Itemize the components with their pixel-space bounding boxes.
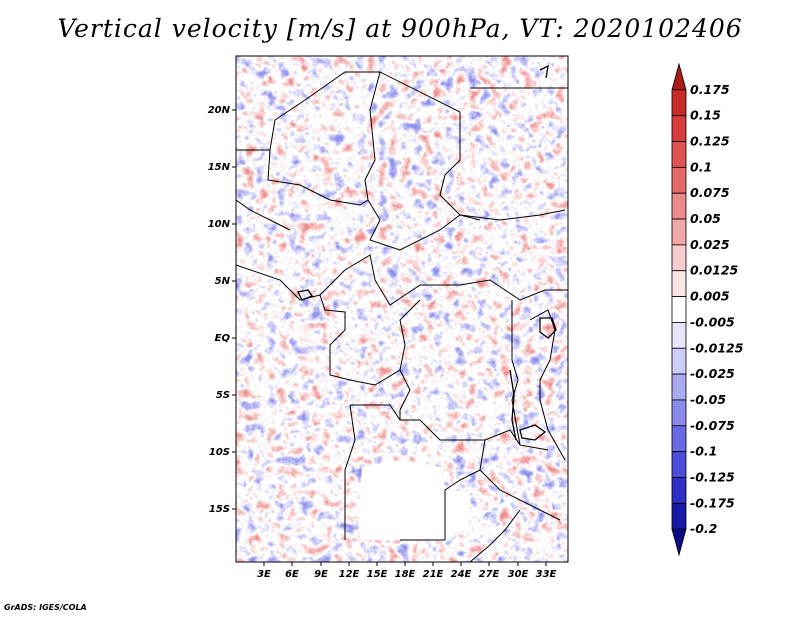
lat-label: 10S (209, 447, 230, 458)
colorbar-label: -0.2 (690, 521, 717, 536)
colorbar-label: 0.005 (690, 289, 730, 304)
colorbar-swatch (671, 270, 687, 297)
colorbar-swatch (671, 451, 687, 478)
lat-label: 10N (208, 219, 231, 230)
colorbar-label: 0.1 (690, 159, 712, 174)
colorbar-swatch (671, 244, 687, 272)
lon-label: 15E (367, 569, 388, 580)
colorbar-swatch (671, 62, 687, 91)
lat-label: 5N (215, 276, 231, 287)
lat-label: EQ (215, 333, 231, 344)
lon-label: 3E (257, 569, 271, 580)
lon-label: 21E (423, 569, 444, 580)
lon-label: 9E (314, 569, 328, 580)
colorbar-swatch (671, 166, 687, 194)
lon-label: 30E (508, 569, 529, 580)
colorbar-swatch (671, 373, 687, 401)
colorbar-swatch (671, 322, 687, 349)
longitude-ticks (263, 562, 547, 566)
lat-label: 15N (208, 162, 231, 173)
lon-label: 33E (536, 569, 557, 580)
colorbar-label: 0.175 (690, 82, 730, 97)
lon-label: 12E (339, 569, 360, 580)
lon-label: 6E (285, 569, 299, 580)
colorbar-label: 0.15 (690, 108, 721, 123)
colorbar-label: -0.075 (690, 418, 735, 433)
colorbar-swatch (671, 296, 687, 323)
colorbar-label: 0.025 (690, 237, 730, 252)
lat-label: 15S (209, 504, 230, 515)
lat-label: 5S (216, 390, 230, 401)
colorbar-label: -0.025 (690, 366, 735, 381)
no-data-region (358, 460, 470, 540)
colorbar-label: 0.05 (690, 211, 721, 226)
country-borders (236, 71, 568, 562)
colorbar-swatch (671, 477, 687, 504)
latitude-ticks (232, 109, 236, 510)
velocity-field (236, 56, 568, 562)
colorbar-swatch (671, 399, 687, 427)
colorbar-label: -0.175 (690, 495, 735, 510)
colorbar-label: -0.125 (690, 469, 735, 484)
colorbar: 0.175 0.15 0.125 0.1 0.075 0.05 0.025 0.0125 0.0… (671, 62, 744, 557)
lakes-and-coasts (297, 64, 557, 441)
latitude-labels: 20N 15N 10N 5N EQ 5S 10S 15S (208, 105, 231, 515)
colorbar-swatch (671, 141, 687, 168)
colorbar-label: 0.075 (690, 185, 730, 200)
longitude-labels: 3E 6E 9E 12E 15E 18E 21E 24E 27E 30E 33E (257, 569, 556, 580)
colorbar-label: -0.005 (690, 314, 735, 329)
map-title: Vertical velocity [m/s] at 900hPa, VT: 2… (57, 14, 743, 43)
colorbar-label: -0.0125 (690, 340, 744, 355)
colorbar-swatch (671, 425, 687, 453)
colorbar-label: 0.0125 (690, 263, 739, 278)
colorbar-swatch (671, 528, 687, 557)
colorbar-label: -0.05 (690, 392, 726, 407)
colorbar-swatch (671, 347, 687, 375)
lon-label: 18E (395, 569, 416, 580)
lon-label: 27E (479, 569, 500, 580)
colorbar-swatch (671, 192, 687, 220)
map-frame (235, 55, 569, 563)
colorbar-label: 0.125 (690, 134, 730, 149)
colorbar-swatch (671, 218, 687, 246)
colorbar-swatch (671, 89, 687, 117)
colorbar-swatch (671, 502, 687, 530)
lon-label: 24E (451, 569, 472, 580)
colorbar-label: -0.1 (690, 444, 717, 459)
colorbar-swatch (671, 115, 687, 142)
map-panel: 20N 15N 10N 5N EQ 5S 10S 15S 3E 6E 9E 12… (208, 55, 569, 580)
grads-credit: GrADS: IGES/COLA (4, 603, 87, 612)
lat-label: 20N (208, 105, 231, 116)
